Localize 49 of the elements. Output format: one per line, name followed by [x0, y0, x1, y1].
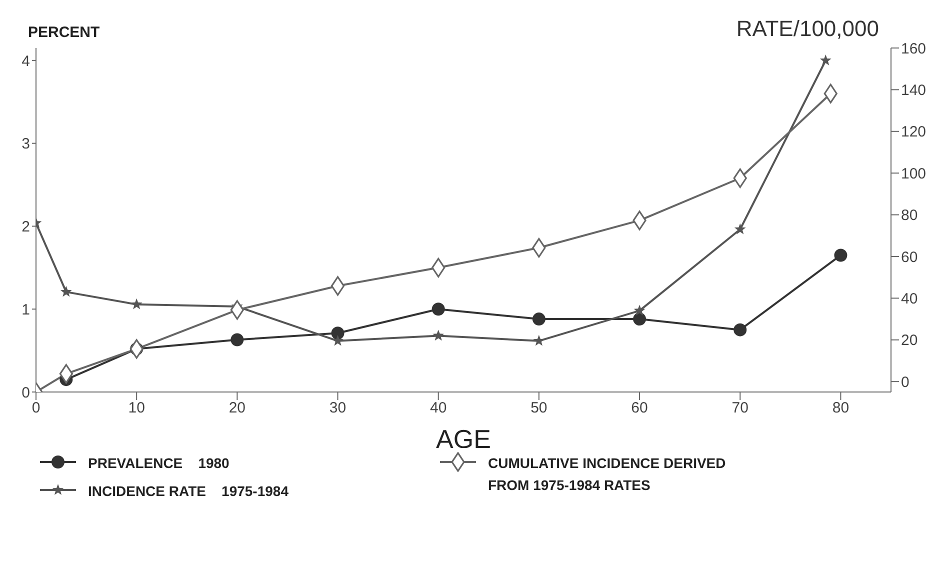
x-tick-label: 10: [128, 400, 145, 417]
legend-label: CUMULATIVE INCIDENCE DERIVED FROM 1975-1984 RATES: [488, 455, 726, 493]
y2-tick-label: 0: [901, 374, 910, 391]
point: [734, 323, 747, 336]
point: [733, 168, 747, 188]
point: [330, 276, 345, 296]
point: [130, 339, 144, 359]
x-tick-label: 60: [631, 400, 648, 417]
point: [532, 312, 546, 326]
point: [130, 298, 142, 310]
y2-tick-label: 40: [901, 290, 918, 308]
point: [60, 286, 72, 297]
point: [230, 333, 244, 346]
point: [824, 84, 838, 104]
y-axis-title: PERCENT: [28, 24, 100, 41]
point: [634, 304, 646, 316]
y2-tick-label: 160: [901, 40, 926, 58]
y2-tick-label: 60: [901, 248, 918, 266]
point: [230, 300, 244, 320]
point: [331, 326, 344, 340]
y-tick-label: 4: [22, 52, 30, 70]
y-tick-label: 1: [22, 301, 30, 318]
point: [632, 210, 646, 230]
y2-tick-label: 120: [901, 124, 926, 141]
y2-axis-title: RATE/100,000: [736, 16, 879, 42]
y2-tick-label: 80: [901, 207, 918, 224]
x-tick-label: 20: [228, 400, 246, 417]
point: [432, 258, 446, 278]
y-tick-label: 3: [22, 136, 30, 153]
point: [432, 330, 444, 341]
point: [734, 223, 746, 234]
x-axis-title: AGE: [436, 424, 491, 454]
legend-label: INCIDENCE RATE 1975-1984: [88, 482, 288, 501]
y2-tick-label: 20: [901, 332, 918, 350]
x-tick-label: 80: [832, 400, 850, 417]
y-tick-label: 2: [22, 218, 30, 236]
point: [633, 312, 646, 326]
y-tick-label: 0: [22, 384, 30, 402]
point: [834, 248, 848, 262]
x-tick-label: 40: [430, 400, 447, 417]
x-tick-label: 50: [530, 400, 548, 417]
point: [820, 54, 832, 66]
y2-tick-label: 100: [901, 165, 926, 182]
x-tick-label: 30: [329, 400, 346, 417]
legend-label: PREVALENCE 1980: [88, 454, 230, 473]
point: [332, 334, 344, 346]
x-tick-label: 70: [732, 400, 748, 417]
point: [432, 302, 445, 316]
y2-tick-label: 140: [901, 82, 926, 100]
